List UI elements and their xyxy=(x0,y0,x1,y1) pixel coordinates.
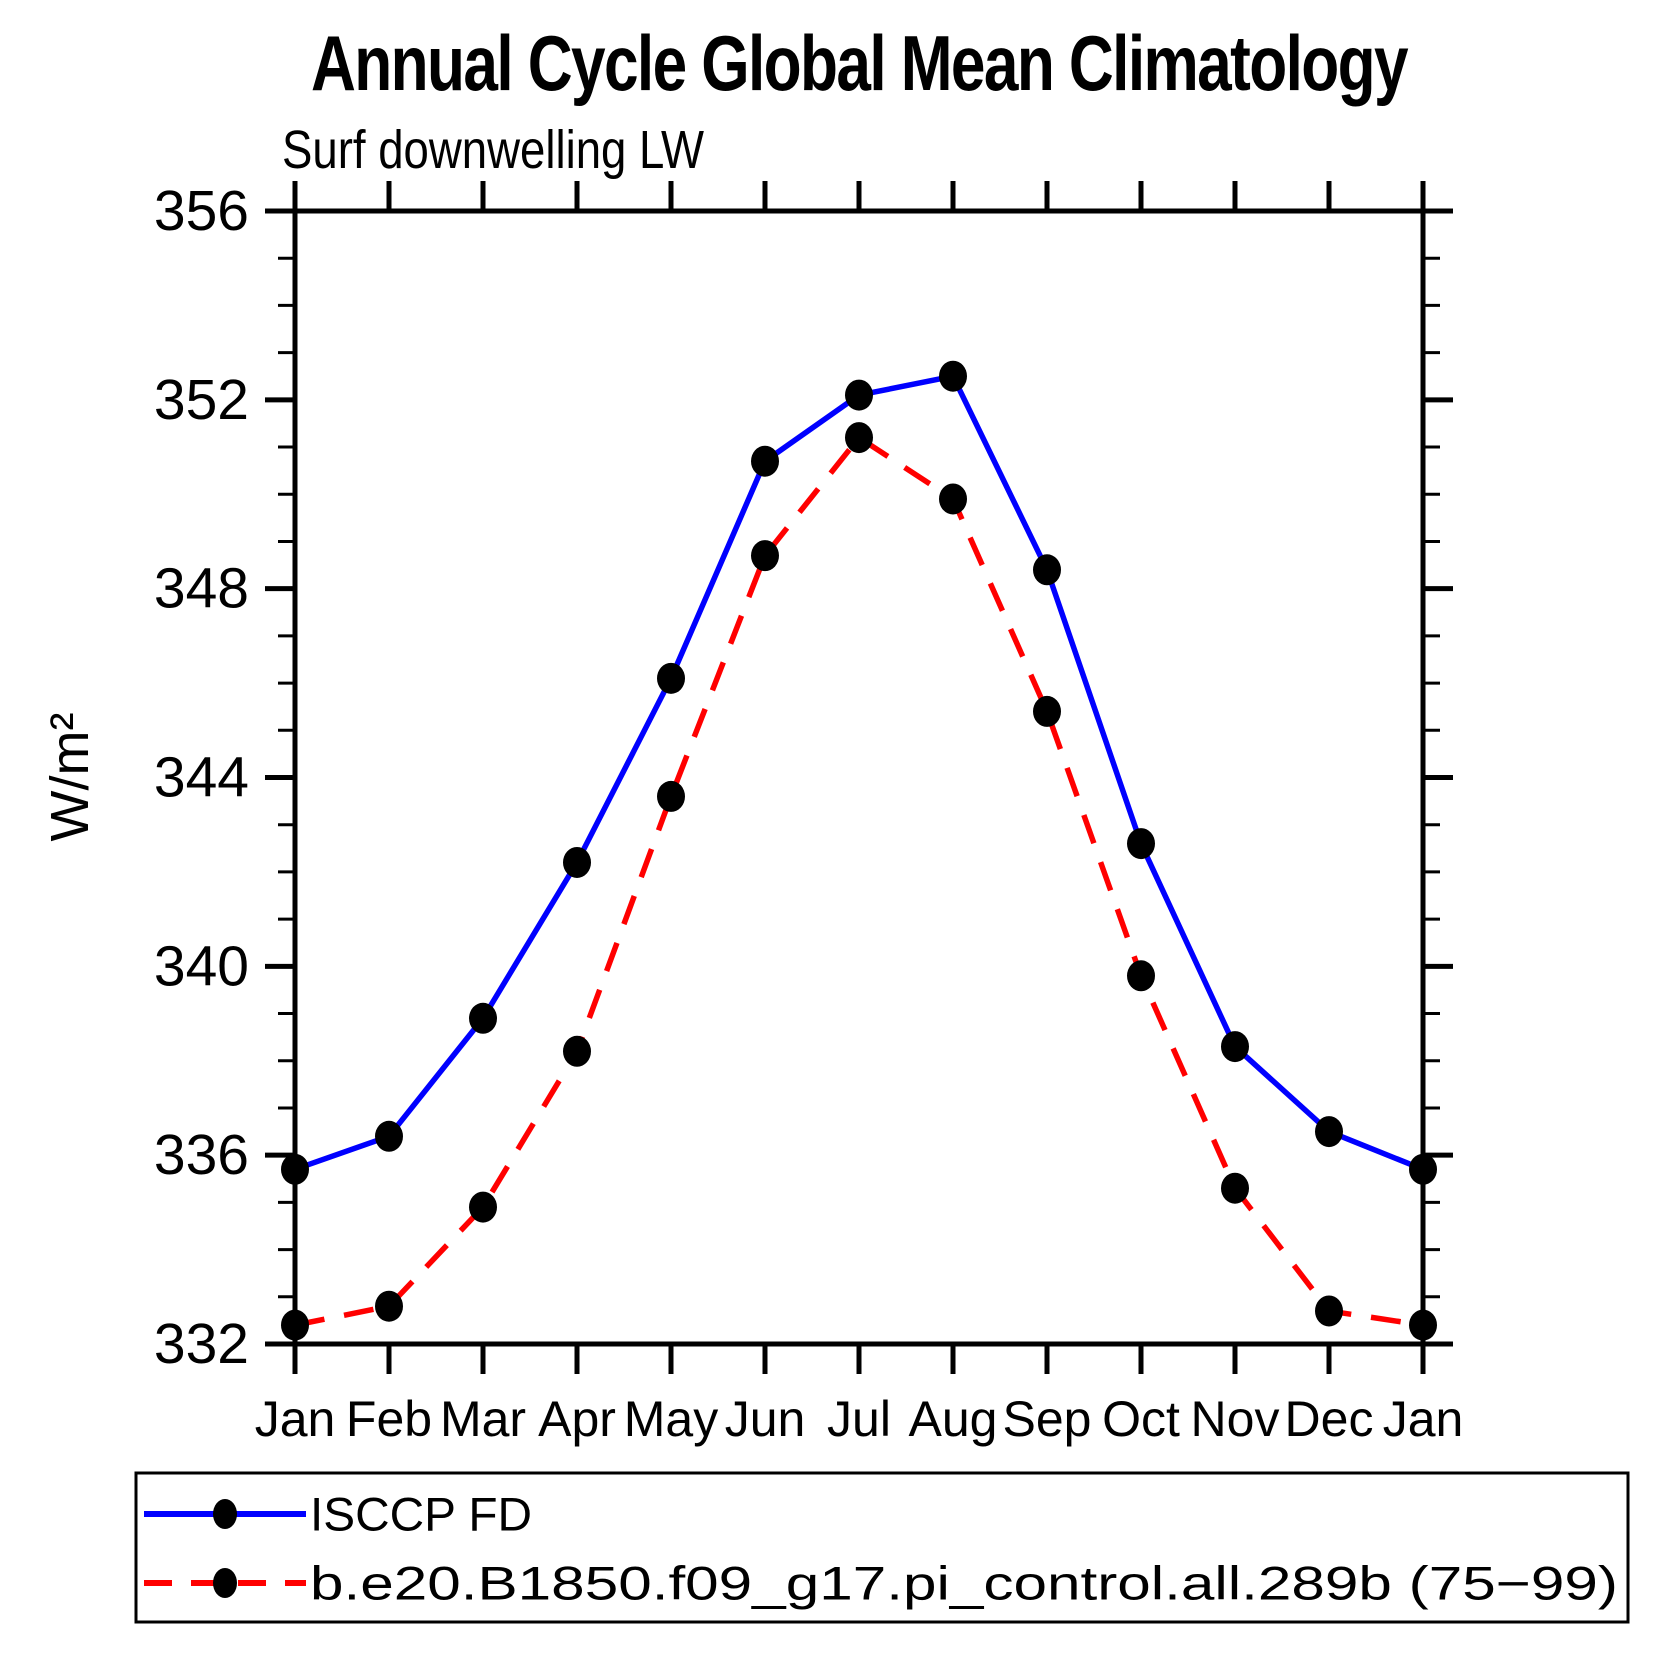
x-tick-label: Apr xyxy=(538,1391,616,1447)
y-tick-label: 344 xyxy=(154,746,249,810)
axis-tick-labels: Jan Feb Mar Apr May Jun Jul Aug Sep Oct Nov Dec Jan3… xyxy=(154,179,1463,1447)
x-tick-label: Jan xyxy=(1383,1391,1464,1447)
data-point-marker xyxy=(1221,1031,1249,1063)
data-point-marker xyxy=(469,1002,497,1034)
data-point-marker xyxy=(375,1290,403,1322)
series-line-1 xyxy=(294,433,1424,1328)
data-point-marker xyxy=(469,1191,497,1223)
x-tick-label: Nov xyxy=(1191,1391,1280,1447)
y-tick-label: 332 xyxy=(154,1312,249,1376)
legend-sample-marker xyxy=(213,1568,237,1598)
y-axis-label: W/m² xyxy=(40,713,100,842)
data-point-marker xyxy=(1033,554,1061,586)
y-tick-label: 348 xyxy=(154,557,249,621)
data-point-marker xyxy=(845,422,873,454)
legend-label-obs: ISCCP FD xyxy=(310,1488,532,1541)
data-point-marker xyxy=(1409,1153,1437,1185)
data-point-marker xyxy=(1315,1116,1343,1148)
data-point-marker xyxy=(751,445,779,477)
data-point-marker xyxy=(281,1153,309,1185)
data-point-marker xyxy=(1033,695,1061,727)
x-tick-label: Mar xyxy=(440,1391,526,1447)
data-point-marker xyxy=(845,379,873,411)
data-point-marker xyxy=(1221,1172,1249,1204)
x-tick-label: Feb xyxy=(346,1391,432,1447)
data-point-marker xyxy=(939,360,967,392)
legend-sample-marker xyxy=(213,1499,237,1529)
x-tick-label: Jun xyxy=(725,1391,806,1447)
y-tick-label: 352 xyxy=(154,368,249,432)
data-point-marker xyxy=(657,780,685,812)
axis-ticks xyxy=(265,181,1453,1374)
data-point-marker xyxy=(1315,1295,1343,1327)
data-point-marker xyxy=(563,1035,591,1067)
data-point-marker xyxy=(657,662,685,694)
x-tick-label: Sep xyxy=(1003,1391,1092,1447)
x-tick-label: Oct xyxy=(1102,1391,1180,1447)
data-point-marker xyxy=(939,483,967,515)
data-point-marker xyxy=(375,1120,403,1152)
data-point-marker xyxy=(1127,960,1155,992)
data-point-marker xyxy=(281,1309,309,1341)
y-tick-label: 340 xyxy=(154,934,249,998)
x-tick-label: Aug xyxy=(909,1391,998,1447)
data-point-marker xyxy=(563,846,591,878)
x-tick-label: Jul xyxy=(827,1391,891,1447)
data-point-marker xyxy=(1409,1309,1437,1341)
data-series xyxy=(281,360,1437,1341)
series-line-0 xyxy=(294,373,1425,1172)
y-tick-label: 336 xyxy=(154,1123,249,1187)
x-tick-label: May xyxy=(624,1391,718,1447)
x-tick-label: Jan xyxy=(255,1391,336,1447)
y-tick-label: 356 xyxy=(154,179,249,243)
data-point-marker xyxy=(751,540,779,572)
chart-title: Annual Cycle Global Mean Climatology xyxy=(311,19,1408,107)
legend-label-model: b.e20.B1850.f09_g17.pi_control.all.289b … xyxy=(310,1557,1618,1610)
legend-line-samples xyxy=(144,1499,306,1598)
legend-box xyxy=(134,1471,1630,1624)
x-tick-label: Dec xyxy=(1285,1391,1374,1447)
data-point-marker xyxy=(1127,828,1155,860)
chart-subtitle: Surf downwelling LW xyxy=(282,120,704,180)
legend: ISCCP FD b.e20.B1850.f09_g17.pi_control.… xyxy=(134,1471,1630,1624)
